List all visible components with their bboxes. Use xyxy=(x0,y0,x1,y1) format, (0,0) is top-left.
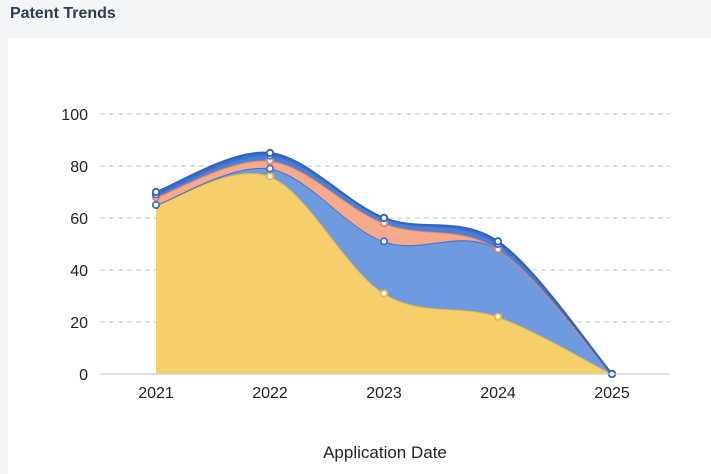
y-tick-label: 0 xyxy=(79,367,88,384)
x-axis-ticks: 2021 2022 2023 2024 2025 xyxy=(138,385,630,402)
area-chart: 2021 2022 2023 2024 2025 0 20 40 60 80 100 Applic… xyxy=(8,38,711,474)
x-tick-label: 2025 xyxy=(594,385,630,402)
y-tick-label: 40 xyxy=(70,263,88,280)
data-point xyxy=(267,173,273,179)
x-tick-label: 2023 xyxy=(366,385,402,402)
x-tick-label: 2024 xyxy=(480,385,516,402)
data-point xyxy=(153,202,159,208)
y-tick-label: 20 xyxy=(70,315,88,332)
y-axis-ticks: 0 20 40 60 80 100 xyxy=(61,107,88,384)
y-tick-label: 80 xyxy=(70,159,88,176)
x-tick-label: 2022 xyxy=(252,385,288,402)
data-point xyxy=(381,215,387,221)
data-point xyxy=(267,165,273,171)
y-tick-label: 60 xyxy=(70,211,88,228)
data-point xyxy=(495,314,501,320)
y-tick-label: 100 xyxy=(61,107,88,124)
data-point xyxy=(495,238,501,244)
panel-title: Patent Trends xyxy=(10,5,116,23)
x-tick-label: 2021 xyxy=(138,385,174,402)
data-point xyxy=(267,150,273,156)
data-point xyxy=(381,238,387,244)
data-point xyxy=(381,290,387,296)
data-point xyxy=(153,189,159,195)
series-areas xyxy=(156,153,612,374)
chart-panel: 2021 2022 2023 2024 2025 0 20 40 60 80 100 Applic… xyxy=(8,38,711,474)
x-axis-title: Application Date xyxy=(323,443,447,462)
panel-header: Patent Trends xyxy=(0,0,711,34)
